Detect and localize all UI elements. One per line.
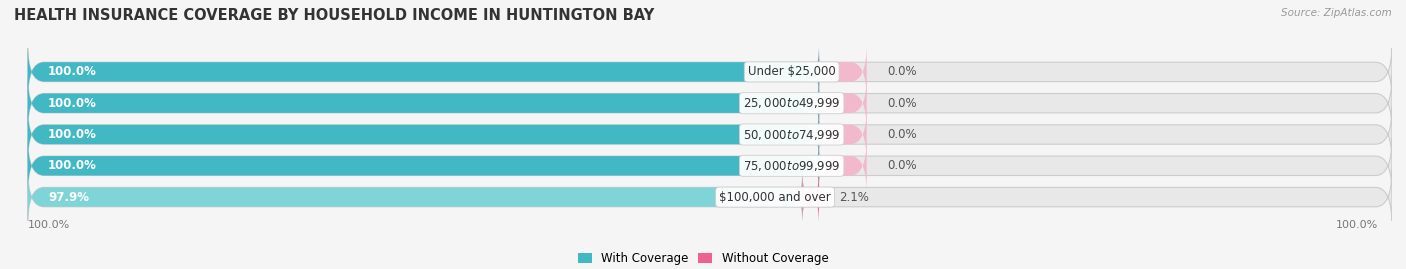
Text: Source: ZipAtlas.com: Source: ZipAtlas.com <box>1281 8 1392 18</box>
Text: 100.0%: 100.0% <box>48 97 97 110</box>
FancyBboxPatch shape <box>818 75 866 131</box>
FancyBboxPatch shape <box>28 107 818 162</box>
Text: 2.1%: 2.1% <box>839 191 869 204</box>
FancyBboxPatch shape <box>818 107 866 162</box>
FancyBboxPatch shape <box>818 44 866 100</box>
Text: $75,000 to $99,999: $75,000 to $99,999 <box>742 159 841 173</box>
Text: 0.0%: 0.0% <box>887 159 917 172</box>
FancyBboxPatch shape <box>28 44 818 100</box>
Text: 97.9%: 97.9% <box>48 191 89 204</box>
FancyBboxPatch shape <box>28 107 1392 162</box>
Text: Under $25,000: Under $25,000 <box>748 65 835 78</box>
FancyBboxPatch shape <box>28 75 818 131</box>
FancyBboxPatch shape <box>818 138 866 194</box>
Text: 100.0%: 100.0% <box>48 128 97 141</box>
Text: 100.0%: 100.0% <box>1336 220 1378 230</box>
FancyBboxPatch shape <box>28 138 818 194</box>
Text: 100.0%: 100.0% <box>28 220 70 230</box>
Text: HEALTH INSURANCE COVERAGE BY HOUSEHOLD INCOME IN HUNTINGTON BAY: HEALTH INSURANCE COVERAGE BY HOUSEHOLD I… <box>14 8 654 23</box>
FancyBboxPatch shape <box>28 169 1392 225</box>
FancyBboxPatch shape <box>28 44 1392 100</box>
Text: 0.0%: 0.0% <box>887 65 917 78</box>
Legend: With Coverage, Without Coverage: With Coverage, Without Coverage <box>572 247 834 269</box>
FancyBboxPatch shape <box>803 169 818 225</box>
Text: $50,000 to $74,999: $50,000 to $74,999 <box>742 128 841 141</box>
Text: 0.0%: 0.0% <box>887 128 917 141</box>
FancyBboxPatch shape <box>28 138 1392 194</box>
Text: 0.0%: 0.0% <box>887 97 917 110</box>
Text: 100.0%: 100.0% <box>48 65 97 78</box>
FancyBboxPatch shape <box>28 75 1392 131</box>
Text: $25,000 to $49,999: $25,000 to $49,999 <box>742 96 841 110</box>
FancyBboxPatch shape <box>28 169 803 225</box>
Text: $100,000 and over: $100,000 and over <box>720 191 831 204</box>
Text: 100.0%: 100.0% <box>48 159 97 172</box>
